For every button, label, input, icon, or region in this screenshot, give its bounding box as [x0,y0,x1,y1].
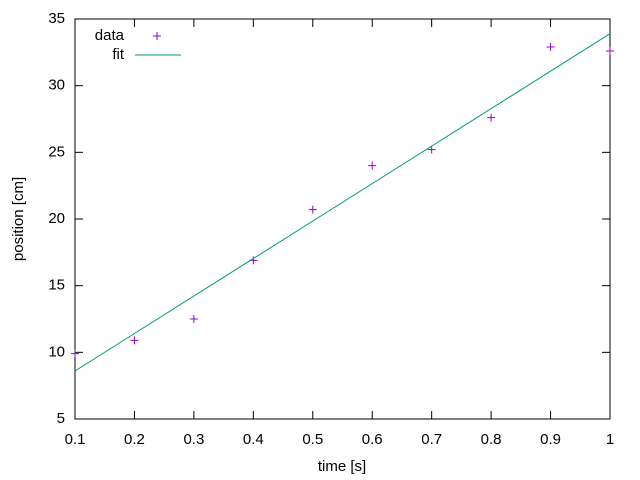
x-tick-label: 0.3 [183,431,204,448]
y-tick-label: 5 [57,410,65,427]
x-tick-label: 0.6 [362,431,383,448]
y-tick-label: 10 [48,343,65,360]
data-point [606,47,614,55]
x-tick-label: 1 [606,431,614,448]
x-tick-label: 0.5 [302,431,323,448]
y-tick-label: 20 [48,210,65,227]
x-tick-label: 0.1 [65,431,86,448]
data-point [71,349,79,358]
data-point [189,315,198,323]
data-point [308,205,317,214]
y-tick-label: 25 [48,143,65,160]
x-tick-label: 0.4 [243,431,264,448]
x-tick-label: 0.2 [124,431,145,448]
x-tick-label: 0.7 [421,431,442,448]
y-tick-label: 30 [48,77,65,94]
plot-border [74,18,611,420]
x-tick-label: 0.8 [481,431,502,448]
legend-label: fit [112,46,125,63]
x-axis-label: time [s] [318,458,366,475]
data-point [130,336,139,345]
y-axis-label: position [cm] [10,177,27,261]
y-tick-label: 35 [48,10,65,27]
data-point [427,145,436,154]
x-tick-label: 0.9 [540,431,561,448]
data-point [546,43,555,51]
data-point [368,161,377,170]
legend-label: data [95,27,125,44]
legend-marker [153,32,161,40]
data-point [487,113,496,122]
y-tick-label: 15 [48,277,65,294]
fit-line [74,33,611,372]
